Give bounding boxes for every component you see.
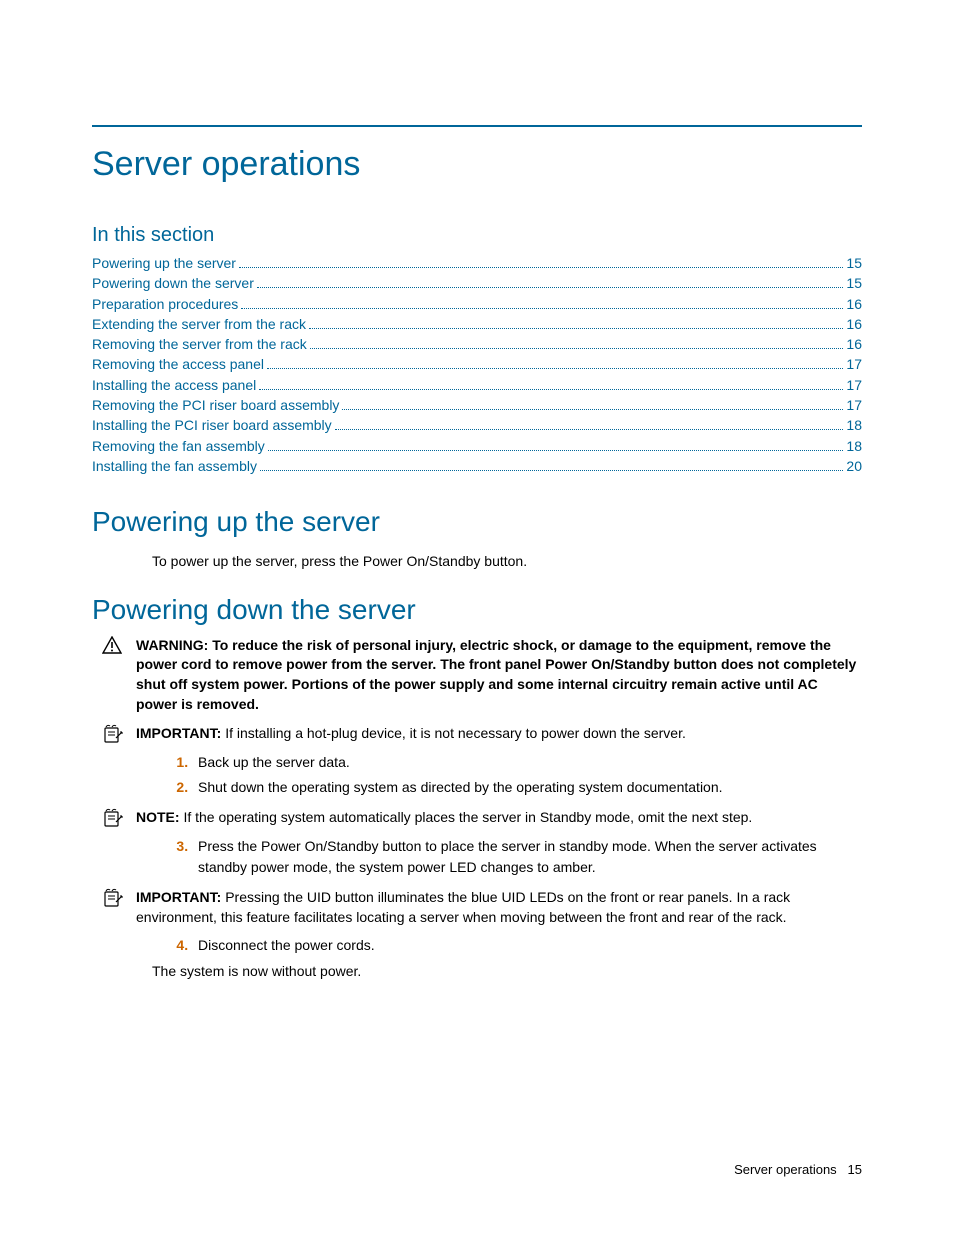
toc-leader <box>260 459 843 471</box>
toc-page: 18 <box>846 436 862 456</box>
steps-list: Press the Power On/Standby button to pla… <box>152 836 862 878</box>
steps-list: Back up the server data. Shut down the o… <box>152 752 862 798</box>
important-body: If installing a hot-plug device, it is n… <box>225 725 686 741</box>
toc-page: 16 <box>846 294 862 314</box>
toc-label: Powering down the server <box>92 273 254 293</box>
important-block: IMPORTANT: If installing a hot-plug devi… <box>92 724 862 744</box>
important-text: IMPORTANT: If installing a hot-plug devi… <box>136 724 862 744</box>
toc-label: Installing the PCI riser board assembly <box>92 415 332 435</box>
important-icon <box>92 724 136 744</box>
toc-label: Installing the access panel <box>92 375 256 395</box>
toc-leader <box>241 296 843 308</box>
important-icon <box>92 888 136 908</box>
footer-page: 15 <box>848 1162 862 1177</box>
important-body: Pressing the UID button illuminates the … <box>136 889 790 925</box>
toc-leader <box>239 256 843 268</box>
toc-entry[interactable]: Installing the access panel 17 <box>92 375 862 395</box>
toc-label: Removing the access panel <box>92 354 264 374</box>
toc-page: 16 <box>846 314 862 334</box>
footer-section: Server operations <box>734 1162 837 1177</box>
toc-entry[interactable]: Removing the fan assembly 18 <box>92 436 862 456</box>
toc-leader <box>335 418 844 430</box>
toc-leader <box>267 357 843 369</box>
toc-page: 18 <box>846 415 862 435</box>
toc-page: 17 <box>846 375 862 395</box>
page-footer: Server operations 15 <box>734 1162 862 1177</box>
toc-page: 16 <box>846 334 862 354</box>
toc-entry[interactable]: Removing the server from the rack 16 <box>92 334 862 354</box>
toc-leader <box>342 398 843 410</box>
toc-page: 17 <box>846 395 862 415</box>
step-item: Press the Power On/Standby button to pla… <box>192 836 862 878</box>
top-rule <box>92 125 862 127</box>
closing-text: The system is now without power. <box>152 962 862 982</box>
toc-page: 15 <box>846 253 862 273</box>
toc-leader <box>259 378 843 390</box>
toc-label: Removing the fan assembly <box>92 436 265 456</box>
toc-leader <box>310 337 844 349</box>
in-this-section-heading: In this section <box>92 224 862 247</box>
warning-icon <box>92 636 136 654</box>
toc-leader <box>268 438 844 450</box>
warning-body: To reduce the risk of personal injury, e… <box>136 637 856 712</box>
toc-page: 20 <box>846 456 862 476</box>
toc-page: 15 <box>846 273 862 293</box>
document-page: Server operations In this section Poweri… <box>0 0 954 1235</box>
toc-label: Removing the server from the rack <box>92 334 307 354</box>
powering-down-heading: Powering down the server <box>92 594 862 626</box>
toc-entry[interactable]: Removing the PCI riser board assembly 17 <box>92 395 862 415</box>
note-text: NOTE: If the operating system automatica… <box>136 808 862 828</box>
toc-leader <box>257 276 844 288</box>
step-item: Disconnect the power cords. <box>192 935 862 956</box>
step-item: Back up the server data. <box>192 752 862 773</box>
page-title: Server operations <box>92 145 862 184</box>
toc-entry[interactable]: Preparation procedures 16 <box>92 294 862 314</box>
table-of-contents: Powering up the server 15 Powering down t… <box>92 253 862 476</box>
steps-list: Disconnect the power cords. <box>152 935 862 956</box>
toc-entry[interactable]: Installing the PCI riser board assembly 1… <box>92 415 862 435</box>
toc-label: Removing the PCI riser board assembly <box>92 395 339 415</box>
toc-entry[interactable]: Removing the access panel 17 <box>92 354 862 374</box>
important-text: IMPORTANT: Pressing the UID button illum… <box>136 888 862 927</box>
toc-label: Powering up the server <box>92 253 236 273</box>
powering-up-heading: Powering up the server <box>92 506 862 538</box>
toc-entry[interactable]: Installing the fan assembly 20 <box>92 456 862 476</box>
note-body: If the operating system automatically pl… <box>183 809 752 825</box>
note-icon <box>92 808 136 828</box>
step-item: Shut down the operating system as direct… <box>192 777 862 798</box>
warning-text: WARNING: To reduce the risk of personal … <box>136 636 862 714</box>
note-block: NOTE: If the operating system automatica… <box>92 808 862 828</box>
toc-label: Installing the fan assembly <box>92 456 257 476</box>
important-label: IMPORTANT: <box>136 725 221 741</box>
important-block: IMPORTANT: Pressing the UID button illum… <box>92 888 862 927</box>
toc-entry[interactable]: Extending the server from the rack 16 <box>92 314 862 334</box>
important-label: IMPORTANT: <box>136 889 221 905</box>
powering-up-body: To power up the server, press the Power … <box>152 552 862 572</box>
toc-label: Extending the server from the rack <box>92 314 306 334</box>
toc-entry[interactable]: Powering up the server 15 <box>92 253 862 273</box>
note-label: NOTE: <box>136 809 180 825</box>
warning-label: WARNING: <box>136 637 208 653</box>
toc-label: Preparation procedures <box>92 294 238 314</box>
toc-page: 17 <box>846 354 862 374</box>
toc-entry[interactable]: Powering down the server 15 <box>92 273 862 293</box>
warning-block: WARNING: To reduce the risk of personal … <box>92 636 862 714</box>
toc-leader <box>309 317 843 329</box>
